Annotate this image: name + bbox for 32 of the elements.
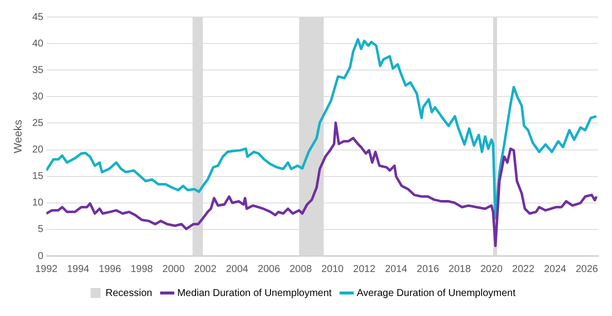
y-tick-label: 25 <box>32 118 44 129</box>
x-tick-label: 2010 <box>321 264 344 275</box>
x-tick-label: 2018 <box>448 264 472 275</box>
x-tick-label: 2002 <box>194 264 217 275</box>
x-tick-label: 1992 <box>35 264 58 275</box>
legend-label: Average Duration of Unemployment <box>356 288 516 299</box>
x-tick-label: 2004 <box>226 264 249 275</box>
x-tick-label: 2000 <box>162 264 186 275</box>
y-tick-label: 45 <box>32 12 44 23</box>
x-tick-label: 2006 <box>258 264 280 275</box>
y-tick-label: 0 <box>38 250 44 262</box>
x-tick-label: 2008 <box>290 264 312 275</box>
x-tick-label: 2026 <box>576 264 598 275</box>
y-tick-label: 40 <box>32 38 44 50</box>
y-tick-label: 15 <box>32 171 44 182</box>
y-tick-label: 5 <box>38 224 44 236</box>
y-tick-label: 10 <box>32 198 44 209</box>
x-tick-label: 2016 <box>416 264 440 275</box>
y-tick-label: 20 <box>32 144 44 156</box>
x-tick-label: 1994 <box>66 264 90 275</box>
x-tick-label: 2020 <box>480 264 504 275</box>
y-tick-label: 35 <box>32 64 44 76</box>
y-axis-title: Weeks <box>12 119 25 154</box>
x-tick-label: 1998 <box>130 264 154 275</box>
y-tick-label: 30 <box>32 91 44 102</box>
legend-label: Recession <box>106 288 152 299</box>
x-tick-label: 2022 <box>512 264 535 275</box>
legend-label: Median Duration of Unemployment <box>177 288 332 299</box>
x-tick-label: 1996 <box>98 264 122 275</box>
x-tick-label: 2014 <box>384 264 408 275</box>
x-tick-label: 2024 <box>544 264 567 275</box>
x-tick-label: 2012 <box>353 264 376 275</box>
